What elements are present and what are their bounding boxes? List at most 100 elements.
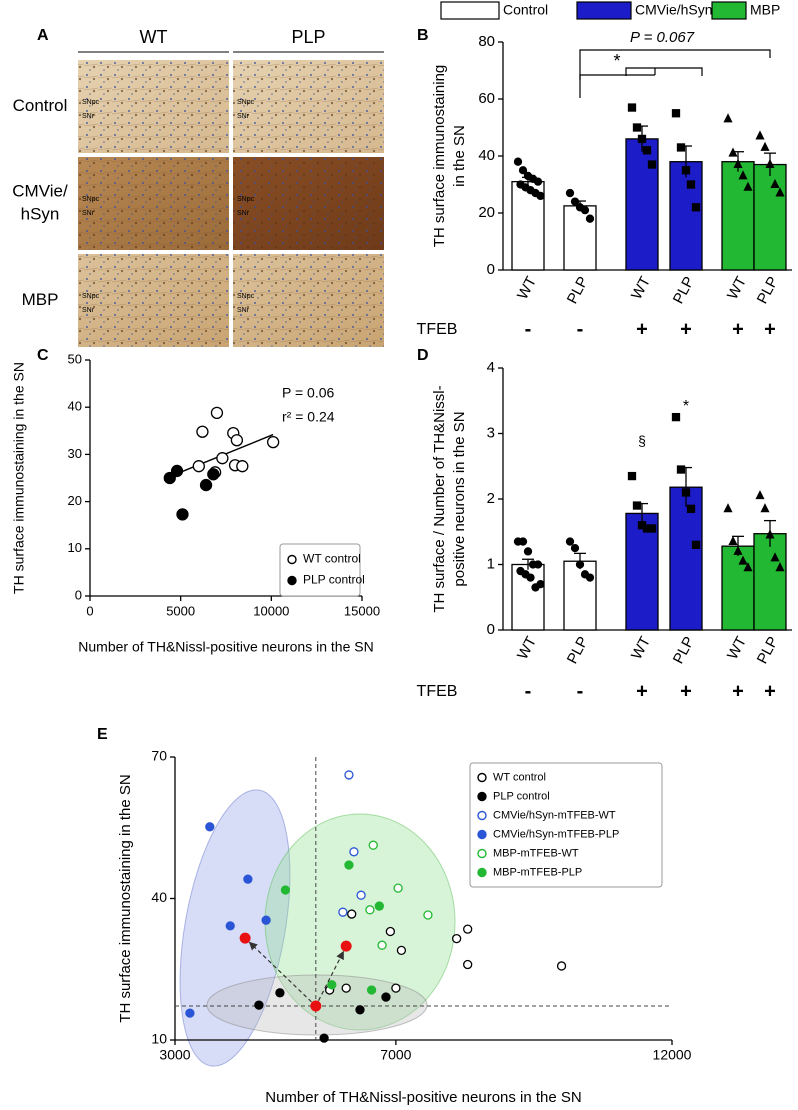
data-point [366, 985, 377, 995]
y-tick-label: 10 [151, 1031, 167, 1047]
data-point [681, 166, 691, 175]
data-point [280, 885, 291, 895]
x-tick-label: WT [628, 274, 654, 303]
data-point [632, 501, 642, 510]
y-tick-label: 0 [487, 621, 495, 638]
group-mark: - [577, 680, 584, 702]
group-label: TFEB [417, 683, 458, 700]
annotation: * [683, 398, 689, 415]
data-point [760, 141, 770, 151]
data-point [230, 434, 244, 447]
x-tick-label: PLP [670, 634, 698, 667]
y-axis-label: TH surface immunostaining in the SN [11, 362, 27, 594]
annotation: P = 0.06 [282, 385, 335, 401]
group-mark: - [525, 318, 532, 340]
data-point [570, 197, 580, 206]
data-point [254, 1000, 264, 1010]
data-point [733, 545, 743, 555]
legend-marker [477, 791, 487, 802]
y-tick-label: 2 [487, 490, 495, 507]
shift-arrow [317, 950, 345, 1001]
micrograph-label: SNpc [82, 293, 100, 300]
bar [625, 512, 659, 631]
micrograph-label: SNpc [237, 196, 255, 203]
data-point [463, 959, 473, 970]
legend-marker [287, 575, 297, 586]
row-label: MBP [22, 290, 59, 309]
x-tick-label: WT [724, 634, 750, 663]
data-point [755, 130, 765, 140]
data-point [647, 524, 657, 533]
data-point [391, 983, 401, 993]
data-point [423, 910, 433, 920]
micrograph-label: SNr [82, 113, 95, 120]
y-axis-label: TH surface / Number of TH&Nissl- [431, 385, 448, 612]
y-tick-label: 40 [68, 399, 82, 414]
x-tick-label: 10000 [253, 603, 289, 618]
legend-label: CMVie/hSyn [635, 2, 713, 18]
significance-bracket [579, 49, 771, 98]
data-point [196, 425, 209, 438]
data-point [368, 840, 378, 850]
row-label: Control [13, 96, 68, 115]
data-point [163, 471, 176, 485]
bar [753, 163, 787, 271]
micrograph-texture [233, 60, 384, 153]
micrograph-texture [78, 60, 229, 153]
data-point [236, 460, 249, 473]
data-point [691, 540, 701, 549]
y-tick-label: 40 [151, 889, 167, 905]
x-tick-label: WT [628, 634, 654, 663]
data-point [261, 915, 271, 925]
micrograph-texture [233, 157, 384, 250]
data-point [170, 464, 184, 478]
x-tick-label: 15000 [344, 603, 380, 618]
data-point [536, 580, 545, 589]
data-point [513, 157, 523, 166]
data-point [681, 488, 691, 497]
y-tick-label: 80 [478, 33, 495, 50]
micrograph-texture [233, 254, 384, 347]
annotation: P = 0.067 [630, 29, 695, 46]
data-point [225, 921, 235, 931]
group-mark: + [764, 680, 776, 702]
y-axis-label: TH surface immunostaining in the SN [117, 774, 134, 1022]
legend-marker [477, 810, 487, 821]
group-mean [310, 1000, 322, 1012]
y-tick-label: 50 [68, 351, 82, 366]
y-tick-label: 1 [487, 555, 495, 572]
panel-label: C [37, 347, 49, 364]
data-point [396, 945, 407, 956]
legend-swatch [711, 1, 747, 20]
data-point [733, 158, 743, 169]
micrograph-label: SNpc [237, 293, 255, 300]
row-label: hSyn [21, 204, 60, 223]
data-point [627, 471, 637, 481]
data-point [627, 103, 637, 112]
bar [669, 161, 703, 271]
shift-arrow [248, 941, 312, 1003]
y-tick-label: 40 [478, 147, 495, 164]
legend-label: Control [503, 2, 548, 18]
group-mark: + [732, 318, 744, 340]
data-point [319, 1033, 329, 1043]
legend-marker [477, 829, 487, 840]
significance-bracket [579, 67, 703, 80]
data-point [356, 890, 366, 900]
data-point [556, 961, 567, 971]
data-point [676, 143, 686, 152]
data-point [765, 529, 775, 539]
data-point [518, 166, 528, 175]
data-point [199, 478, 213, 492]
data-point [533, 177, 543, 186]
group-mark: + [764, 318, 776, 340]
legend-label: WT control [303, 552, 361, 566]
legend-label: CMVie/hSyn-mTFEB-PLP [493, 828, 619, 840]
legend-label: WT control [493, 771, 546, 783]
data-point [676, 465, 686, 474]
data-point [585, 573, 595, 582]
data-point [738, 555, 748, 565]
data-point [565, 188, 575, 198]
panel-label: B [417, 27, 429, 44]
data-point [686, 180, 696, 189]
